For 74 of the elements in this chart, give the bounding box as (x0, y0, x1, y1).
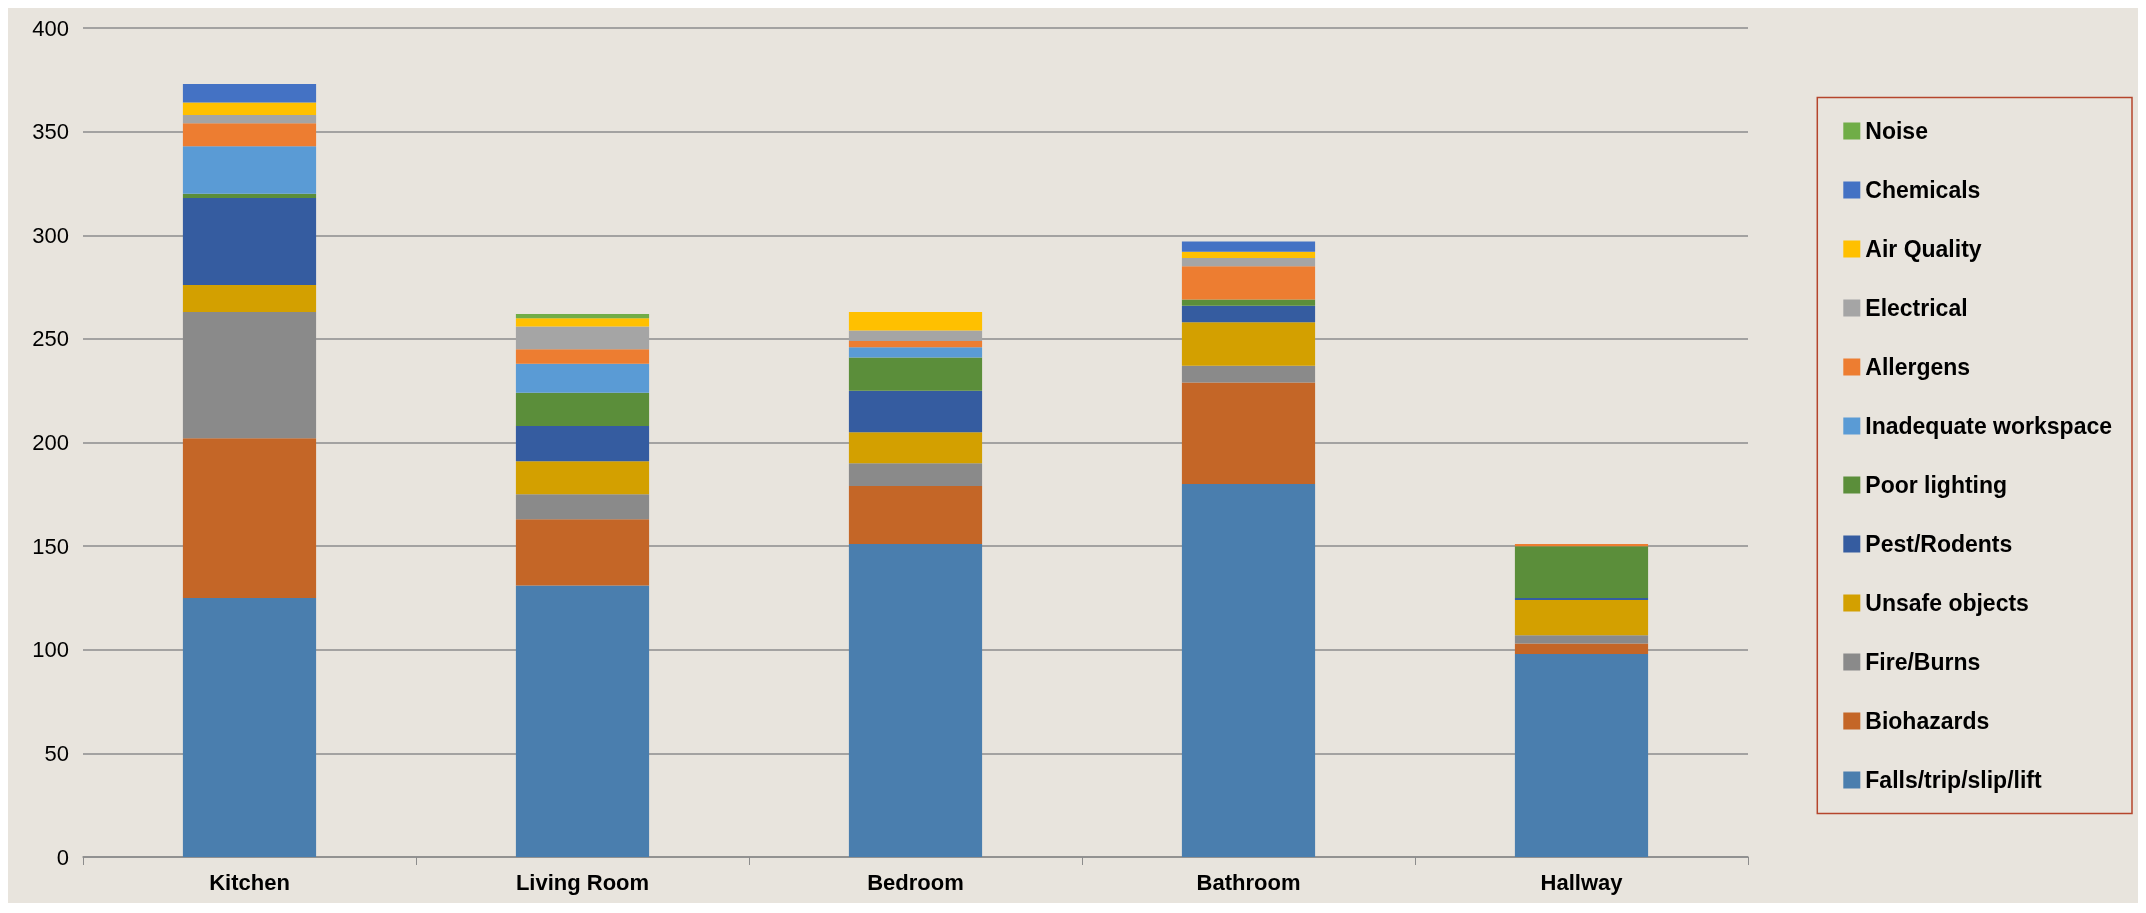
bar (182, 193, 317, 198)
y-tick-label: 50 (44, 740, 69, 766)
bar (848, 340, 983, 348)
bar (515, 318, 650, 327)
bar (182, 102, 317, 116)
x-tick-label: Kitchen (209, 869, 290, 895)
x-tick-label: Hallway (1540, 869, 1624, 895)
y-tick-label: 200 (32, 430, 69, 455)
bar (1514, 653, 1649, 857)
legend-label: Poor lighting (1865, 472, 2008, 498)
bar (848, 390, 983, 433)
bar (182, 197, 317, 285)
bar (515, 392, 650, 426)
legend-label: Air Quality (1865, 236, 1982, 262)
y-tick-label: 250 (32, 326, 69, 352)
bar (1181, 299, 1316, 306)
y-tick-label: 350 (32, 119, 69, 145)
bar (848, 544, 983, 857)
bar (848, 347, 983, 358)
bar (182, 597, 317, 857)
bar (515, 461, 650, 495)
bar (1181, 251, 1316, 259)
legend-label: Fire/Burns (1865, 649, 1981, 675)
bar (1181, 382, 1316, 484)
bar (1181, 241, 1316, 252)
legend-label: Falls/trip/slip/lift (1865, 767, 2042, 793)
bar (848, 486, 983, 545)
bar (1514, 597, 1649, 601)
bar (1181, 483, 1316, 857)
bar (1181, 258, 1316, 267)
bar (1514, 643, 1649, 654)
bar (848, 357, 983, 391)
x-tick-label: Living Room (515, 869, 650, 895)
y-tick-label: 0 (56, 844, 69, 870)
bar (1181, 365, 1316, 383)
bar (182, 115, 317, 124)
bar (848, 311, 983, 331)
y-tick-label: 300 (32, 222, 69, 248)
legend-label: Electrical (1865, 295, 1968, 321)
y-tick-label: 100 (32, 637, 69, 663)
y-tick-label: 400 (32, 15, 69, 41)
bar (182, 284, 317, 312)
bar (1514, 544, 1649, 547)
legend-label: Chemicals (1865, 177, 1981, 203)
legend-label: Pest/Rodents (1865, 531, 2013, 557)
legend-label: Unsafe objects (1865, 590, 2029, 616)
y-tick-label: 150 (32, 533, 69, 559)
legend-label: Noise (1865, 118, 1928, 144)
bar (1514, 546, 1649, 598)
legend-label: Allergens (1865, 354, 1971, 380)
bar (1181, 266, 1316, 300)
bar (182, 146, 317, 194)
bar (515, 326, 650, 350)
bar (1514, 600, 1649, 636)
bar (848, 463, 983, 487)
bar (1514, 635, 1649, 644)
x-tick-label: Bathroom (1196, 869, 1301, 895)
bar (515, 585, 650, 857)
bar (515, 494, 650, 520)
bar (515, 314, 650, 319)
bar (1181, 305, 1316, 323)
bar (182, 438, 317, 598)
bar (182, 83, 317, 103)
legend-label: Biohazards (1865, 708, 1990, 734)
legend-label: Inadequate workspace (1865, 413, 2112, 439)
bar (515, 425, 650, 462)
bar (515, 519, 650, 586)
bar (182, 123, 317, 147)
bar (1181, 322, 1316, 366)
bar (515, 363, 650, 393)
bar (848, 330, 983, 341)
bar (515, 349, 650, 364)
bar (848, 432, 983, 464)
x-tick-label: Bedroom (867, 869, 964, 895)
